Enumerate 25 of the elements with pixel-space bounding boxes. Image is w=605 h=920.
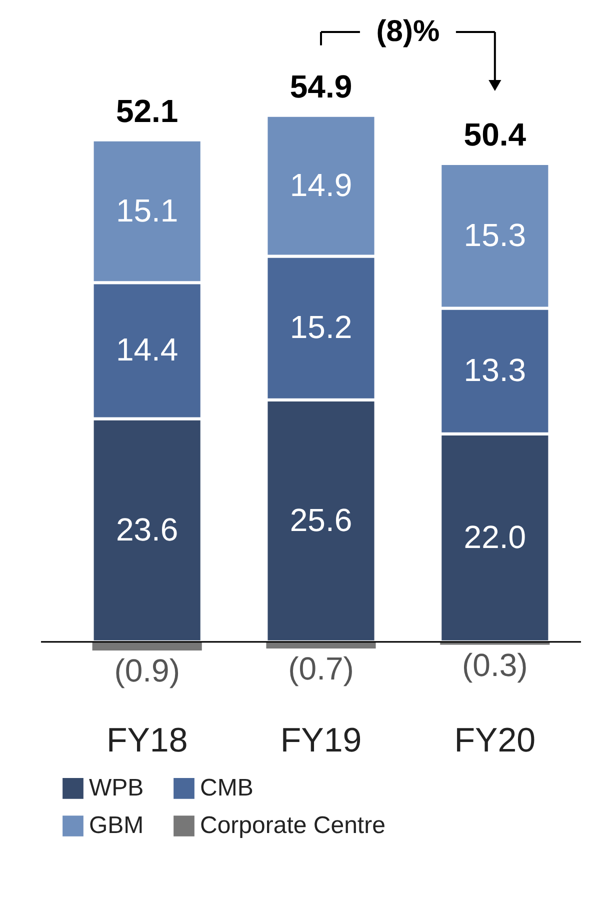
data-label: 15.3 [464, 216, 526, 253]
x-tick-label: FY19 [280, 722, 362, 760]
total-label: 54.9 [290, 68, 352, 104]
data-label: 25.6 [290, 502, 352, 538]
legend-label: WPB [89, 774, 144, 802]
data-label: (0.3) [462, 646, 528, 683]
data-label: 13.3 [464, 352, 526, 388]
data-label: 14.9 [290, 166, 352, 203]
bar [92, 642, 202, 650]
x-tick-label: FY18 [106, 722, 188, 760]
total-label: 52.1 [116, 92, 178, 129]
legend-label: Corporate Centre [200, 812, 386, 839]
data-label: 14.4 [116, 332, 178, 368]
data-label: (0.7) [288, 650, 354, 687]
text: (8)% [376, 15, 440, 48]
x-tick-label: FY20 [454, 722, 536, 760]
total-label: 50.4 [464, 116, 526, 153]
data-label: 23.6 [116, 511, 178, 548]
data-label: (0.9) [114, 652, 180, 688]
legend-label: CMB [200, 774, 254, 802]
bar [266, 642, 376, 649]
data-label: 15.2 [290, 309, 352, 346]
legend-label: GBM [89, 812, 144, 839]
data-label: 22.0 [464, 518, 526, 555]
data-label: 15.1 [116, 192, 178, 228]
